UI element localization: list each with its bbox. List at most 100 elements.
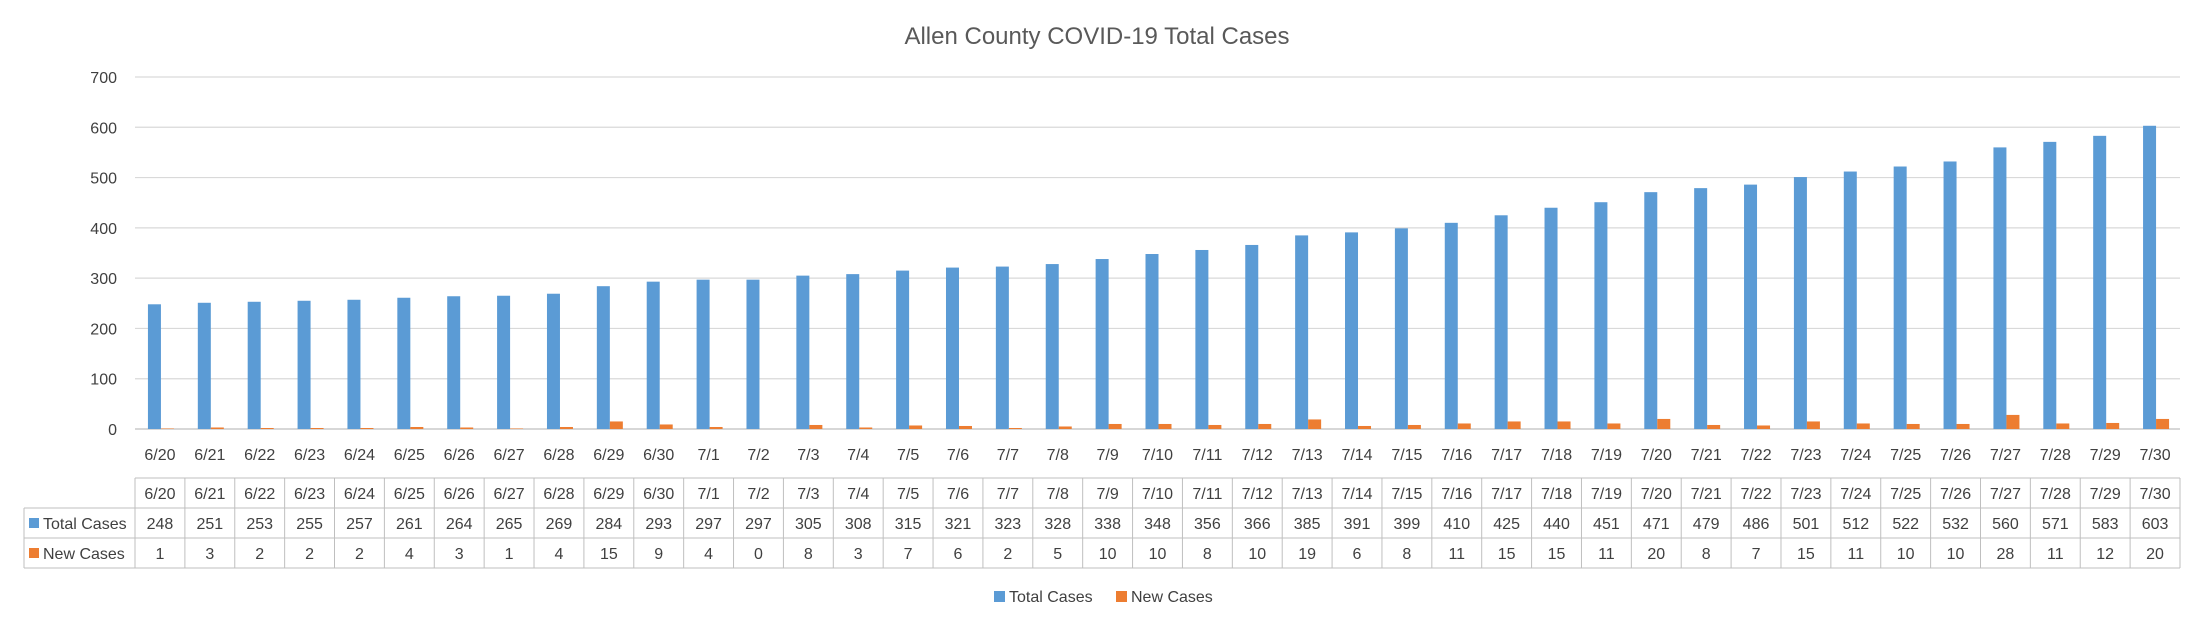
table-cell: 356 bbox=[1194, 516, 1221, 533]
total-cases-bar bbox=[546, 293, 560, 429]
new-cases-bar bbox=[1108, 423, 1122, 429]
table-cell: 440 bbox=[1543, 516, 1570, 533]
new-cases-bar bbox=[1258, 423, 1272, 429]
x-tick-label: 6/20 bbox=[144, 447, 175, 464]
new-cases-bar bbox=[460, 427, 474, 429]
table-header-cell: 6/26 bbox=[444, 486, 475, 503]
table-header-cell: 7/19 bbox=[1591, 486, 1622, 503]
table-header-cell: 7/3 bbox=[797, 486, 819, 503]
table-cell: 1 bbox=[505, 546, 514, 563]
total-cases-bar bbox=[1644, 192, 1658, 429]
total-cases-bar bbox=[1245, 244, 1259, 429]
x-tick-label: 7/6 bbox=[947, 447, 969, 464]
new-cases-bar bbox=[1757, 425, 1771, 429]
table-cell: 8 bbox=[804, 546, 813, 563]
table-cell: 10 bbox=[1897, 546, 1915, 563]
total-cases-bar bbox=[1594, 202, 1608, 429]
table-cell: 20 bbox=[2146, 546, 2164, 563]
table-header-cell: 6/30 bbox=[643, 486, 674, 503]
x-tick-label: 7/16 bbox=[1441, 447, 1472, 464]
x-tick-label: 7/8 bbox=[1047, 447, 1069, 464]
table-cell: 512 bbox=[1842, 516, 1869, 533]
table-cell: 486 bbox=[1743, 516, 1770, 533]
total-cases-bar bbox=[1494, 215, 1508, 429]
total-cases-bar bbox=[1793, 177, 1807, 429]
y-tick-label: 700 bbox=[90, 70, 117, 87]
table-cell: 15 bbox=[1548, 546, 1566, 563]
table-header-cell: 7/11 bbox=[1192, 486, 1222, 503]
new-cases-bar bbox=[1407, 424, 1421, 429]
new-cases-bar bbox=[1607, 423, 1621, 429]
x-tick-label: 7/25 bbox=[1890, 447, 1921, 464]
table-cell: 348 bbox=[1144, 516, 1171, 533]
table-cell: 471 bbox=[1643, 516, 1670, 533]
new-cases-bar bbox=[2056, 423, 2070, 429]
table-cell: 410 bbox=[1443, 516, 1470, 533]
total-cases-bar bbox=[896, 270, 910, 429]
new-cases-bar bbox=[360, 427, 374, 429]
table-cell: 338 bbox=[1094, 516, 1121, 533]
table-header-cell: 7/26 bbox=[1940, 486, 1971, 503]
table-row-label: Total Cases bbox=[43, 516, 127, 533]
total-cases-bar bbox=[1145, 254, 1159, 429]
y-tick-label: 600 bbox=[90, 120, 117, 137]
new-cases-bar bbox=[2106, 422, 2120, 429]
new-cases-bar bbox=[1956, 423, 1970, 429]
table-cell: 4 bbox=[555, 546, 564, 563]
y-tick-label: 300 bbox=[90, 271, 117, 288]
table-cell: 9 bbox=[654, 546, 663, 563]
table-cell: 11 bbox=[1448, 546, 1465, 563]
new-cases-bar bbox=[609, 421, 623, 429]
table-key-new-cases bbox=[29, 548, 39, 558]
table-header-cell: 7/13 bbox=[1292, 486, 1323, 503]
x-tick-label: 6/29 bbox=[593, 447, 624, 464]
table-cell: 8 bbox=[1203, 546, 1212, 563]
x-tick-label: 7/26 bbox=[1940, 447, 1971, 464]
table-cell: 3 bbox=[455, 546, 464, 563]
table-cell: 315 bbox=[895, 516, 922, 533]
table-header-cell: 7/9 bbox=[1096, 486, 1118, 503]
new-cases-bar bbox=[909, 425, 923, 429]
x-tick-label: 7/23 bbox=[1790, 447, 1821, 464]
table-cell: 0 bbox=[754, 546, 763, 563]
x-tick-label: 7/9 bbox=[1096, 447, 1118, 464]
new-cases-bar bbox=[1457, 423, 1471, 429]
legend: Total Cases New Cases bbox=[994, 589, 1213, 606]
table-header-cell: 7/18 bbox=[1541, 486, 1572, 503]
x-tick-label: 7/13 bbox=[1292, 447, 1323, 464]
table-header-cell: 7/2 bbox=[747, 486, 769, 503]
table-cell: 8 bbox=[1702, 546, 1711, 563]
new-cases-bar bbox=[160, 428, 174, 429]
new-cases-bar bbox=[1158, 423, 1172, 429]
table-cell: 293 bbox=[645, 516, 672, 533]
table-cell: 15 bbox=[600, 546, 618, 563]
new-cases-bar bbox=[1507, 421, 1521, 429]
table-cell: 297 bbox=[695, 516, 722, 533]
table-cell: 321 bbox=[945, 516, 972, 533]
x-tick-label: 6/26 bbox=[444, 447, 475, 464]
x-tick-label: 6/27 bbox=[494, 447, 525, 464]
total-cases-bar bbox=[646, 281, 660, 429]
table-header-cell: 6/29 bbox=[593, 486, 624, 503]
new-cases-bar bbox=[2156, 418, 2170, 429]
table-header-cell: 6/25 bbox=[394, 486, 425, 503]
table-cell: 522 bbox=[1892, 516, 1919, 533]
table-header-cell: 6/27 bbox=[494, 486, 525, 503]
total-cases-bar bbox=[497, 295, 511, 429]
y-tick-label: 0 bbox=[108, 422, 117, 439]
x-tick-label: 6/24 bbox=[344, 447, 375, 464]
x-tick-label: 7/14 bbox=[1341, 447, 1372, 464]
table-header-cell: 6/23 bbox=[294, 486, 325, 503]
total-cases-bar bbox=[596, 286, 610, 429]
new-cases-bar bbox=[2006, 414, 2020, 429]
table-cell: 8 bbox=[1402, 546, 1411, 563]
total-cases-bar bbox=[945, 267, 959, 429]
table-header-cell: 7/16 bbox=[1441, 486, 1472, 503]
table-header-cell: 6/20 bbox=[144, 486, 175, 503]
x-tick-label: 7/5 bbox=[897, 447, 919, 464]
total-cases-bar bbox=[1045, 264, 1059, 429]
chart-title: Allen County COVID-19 Total Cases bbox=[904, 23, 1289, 50]
x-tick-label: 6/25 bbox=[394, 447, 425, 464]
table-cell: 399 bbox=[1394, 516, 1421, 533]
